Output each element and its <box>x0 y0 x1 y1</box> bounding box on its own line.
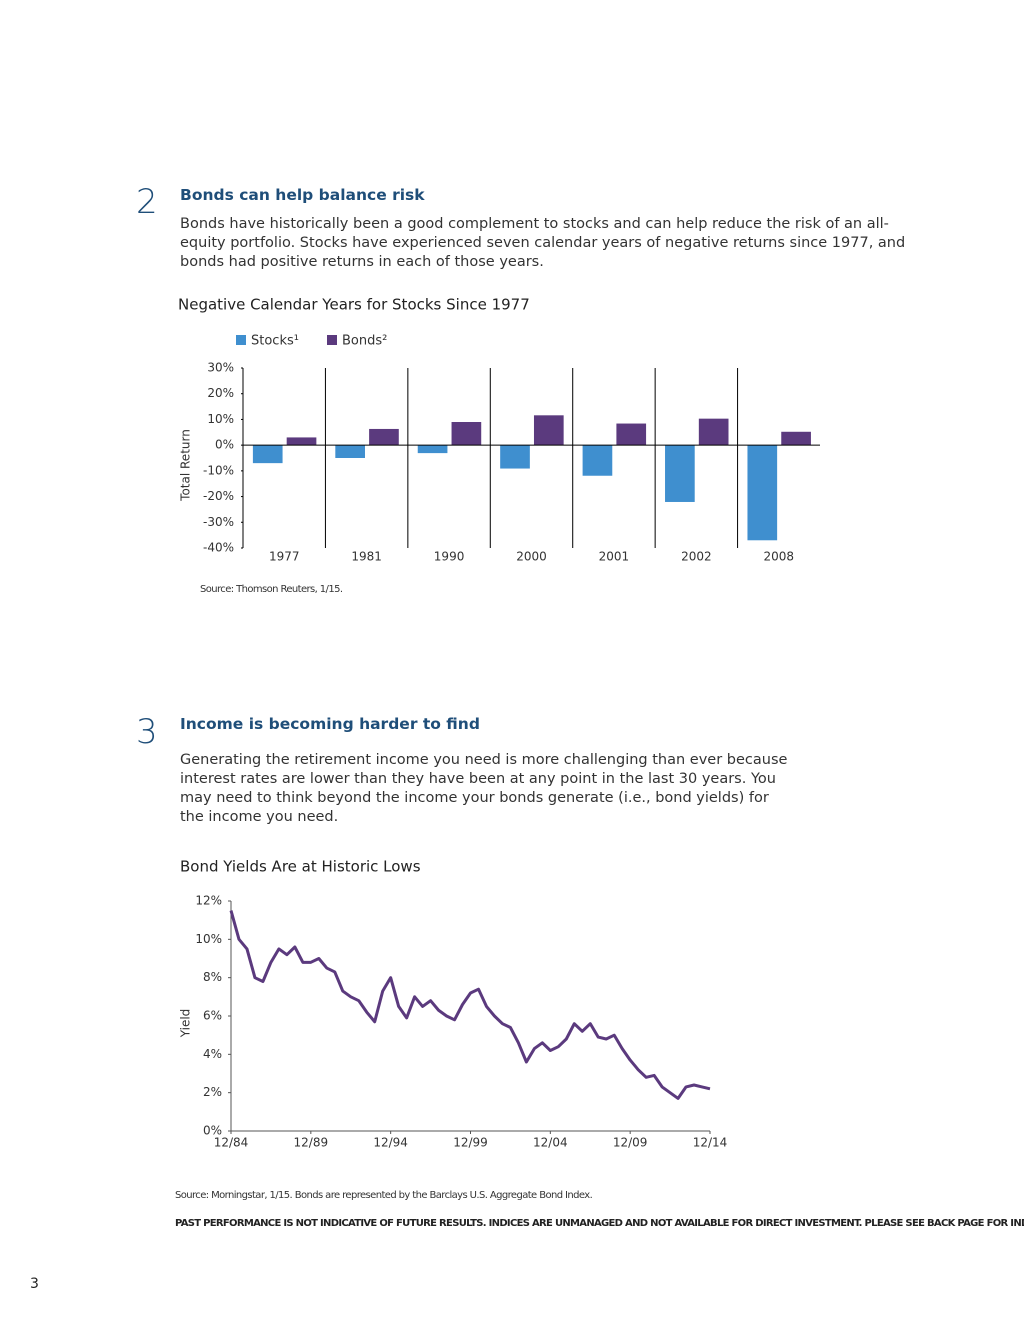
y-tick-label: 10% <box>195 932 222 946</box>
x-tick-label: 2000 <box>516 550 547 564</box>
x-tick-label: 1977 <box>269 550 300 564</box>
source-note: Source: Thomson Reuters, 1/15. <box>200 584 343 595</box>
bar <box>417 445 448 454</box>
x-tick-label: 2002 <box>681 550 712 564</box>
bar <box>781 431 811 446</box>
section-number: 3 <box>136 712 158 752</box>
bar <box>335 445 365 458</box>
x-tick-label: 12/04 <box>533 1136 568 1150</box>
bar <box>616 423 647 446</box>
bar <box>747 445 778 541</box>
disclaimer: PAST PERFORMANCE IS NOT INDICATIVE OF FU… <box>175 1218 1024 1229</box>
y-axis-label: Yield <box>179 1009 193 1039</box>
bar <box>252 445 283 464</box>
y-tick-label: 6% <box>203 1009 222 1023</box>
y-tick-label: 0% <box>215 438 234 452</box>
y-tick-label: 30% <box>207 361 234 375</box>
source-note: Source: Morningstar, 1/15. Bonds are rep… <box>175 1190 593 1201</box>
y-tick-label: 8% <box>203 970 222 984</box>
legend-label: Bonds² <box>342 334 387 349</box>
y-tick-label: -30% <box>203 515 234 529</box>
x-tick-label: 1981 <box>351 550 382 564</box>
y-tick-label: -10% <box>203 463 234 477</box>
legend-swatch <box>327 335 337 345</box>
x-tick-label: 12/89 <box>294 1136 329 1150</box>
bar <box>665 445 695 502</box>
yield-line <box>229 910 711 1100</box>
x-tick-label: 12/99 <box>453 1136 488 1150</box>
section-body: Bonds have historically been a good comp… <box>180 216 906 270</box>
y-tick-label: 0% <box>203 1124 222 1138</box>
bar <box>698 418 729 446</box>
y-tick-label: -40% <box>203 541 234 555</box>
x-tick-label: 1990 <box>434 550 465 564</box>
y-tick-label: -20% <box>203 489 234 503</box>
legend-swatch <box>236 335 246 345</box>
y-tick-label: 20% <box>207 386 234 400</box>
bar <box>286 437 317 446</box>
x-tick-label: 2008 <box>764 550 795 564</box>
x-tick-label: 2001 <box>599 550 630 564</box>
x-tick-label: 12/84 <box>214 1136 249 1150</box>
y-tick-label: 12% <box>195 894 222 908</box>
y-tick-label: 10% <box>207 412 234 426</box>
bar <box>533 415 564 446</box>
chart-title: Bond Yields Are at Historic Lows <box>180 858 421 876</box>
bar <box>369 428 399 446</box>
y-axis-label: Total Return <box>179 429 193 502</box>
x-tick-label: 12/94 <box>373 1136 408 1150</box>
section-heading: Income is becoming harder to find <box>180 715 480 733</box>
x-tick-label: 12/09 <box>613 1136 648 1150</box>
page-number: 3 <box>30 1276 39 1292</box>
bar <box>451 422 482 446</box>
section-body: Generating the retirement income you nee… <box>180 752 788 825</box>
x-tick-label: 12/14 <box>693 1136 728 1150</box>
bar <box>582 445 613 476</box>
section-number: 2 <box>136 182 158 222</box>
bar <box>500 445 530 469</box>
y-tick-label: 4% <box>203 1047 222 1061</box>
legend-label: Stocks¹ <box>251 334 299 349</box>
section-heading: Bonds can help balance risk <box>180 186 425 204</box>
y-tick-label: 2% <box>203 1085 222 1099</box>
chart-title: Negative Calendar Years for Stocks Since… <box>178 296 530 314</box>
